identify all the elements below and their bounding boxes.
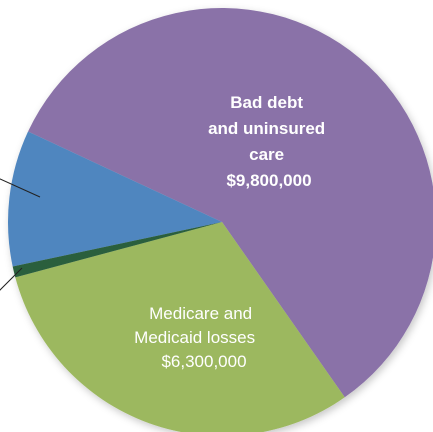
slice-medicare-and-medicaid-losses	[15, 222, 345, 432]
label-line: $6,300,000	[161, 352, 246, 371]
label-line: care	[249, 145, 284, 164]
label-line: Medicaid losses	[134, 328, 255, 347]
slice-bad-debt-and-uninsured-care	[28, 8, 433, 398]
label-line: Bad debt	[230, 93, 303, 112]
leader-line-thin-dark	[0, 267, 23, 291]
pie-disc	[8, 8, 433, 432]
label-line: and uninsured	[208, 119, 325, 138]
slice-blue	[8, 131, 222, 267]
label-line: $9,800,000	[226, 171, 311, 190]
label-line: Medicare and	[149, 304, 252, 323]
slice-label-medicare: Medicare and Medicaid losses $6,300,000	[134, 304, 260, 371]
slice-label-bad-debt: Bad debt and uninsured care $9,800,000	[208, 93, 330, 190]
leader-line-blue	[0, 178, 41, 198]
slice-thin-dark	[12, 222, 223, 278]
